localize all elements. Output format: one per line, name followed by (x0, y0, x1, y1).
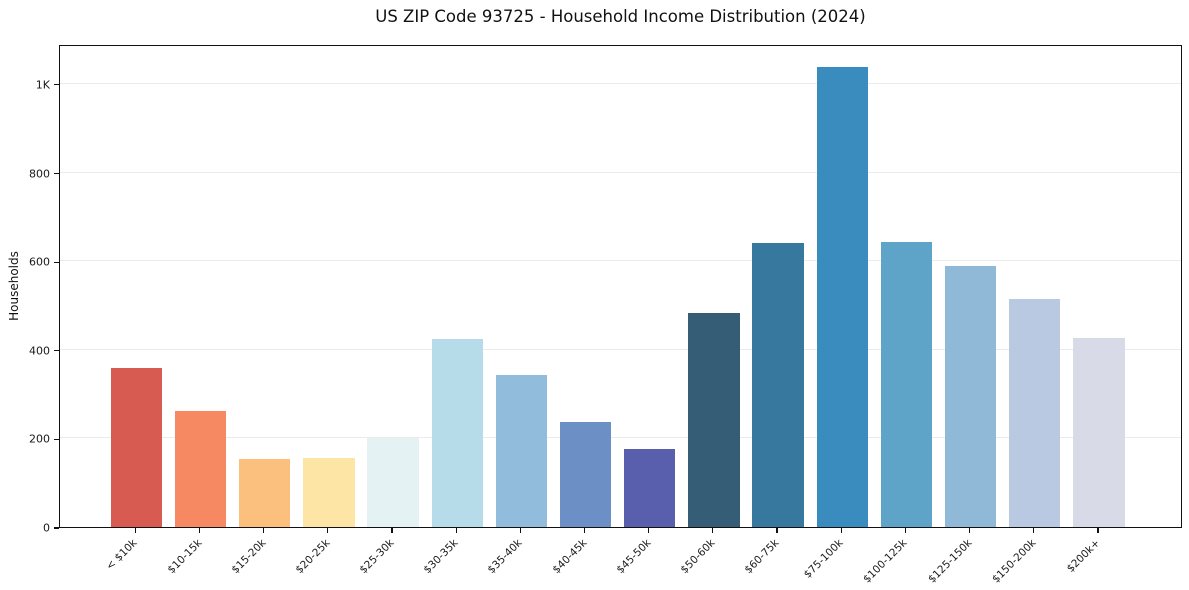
y-tick-label: 200 (29, 432, 50, 446)
y-tick-label: 600 (29, 255, 50, 269)
x-tick (327, 528, 329, 533)
bar-$200k+ (1073, 337, 1125, 527)
bar-$45-50k (624, 449, 676, 527)
bar-$15-20k (239, 458, 291, 527)
y-tick (54, 172, 59, 175)
x-tick (1097, 528, 1099, 533)
bar-$60-75k (752, 243, 804, 527)
y-tick-label: 1K (35, 78, 50, 92)
bar-$40-45k (559, 421, 612, 527)
x-tick-label: < $10k (104, 537, 140, 573)
y-tick (54, 261, 59, 263)
bar-$35-40k (495, 375, 548, 527)
bar-$20-25k (303, 457, 355, 527)
plot-area (59, 45, 1182, 528)
gridline (60, 437, 1181, 439)
x-tick (134, 528, 136, 533)
gridline (60, 171, 1181, 173)
x-tick (1033, 528, 1035, 533)
bar-$150-200k (1009, 298, 1061, 527)
bar-< $10k (110, 368, 163, 527)
chart-title: US ZIP Code 93725 - Household Income Dis… (375, 7, 866, 26)
x-tick (648, 528, 650, 533)
bar-$100-125k (880, 242, 933, 527)
bar-$30-35k (431, 338, 483, 527)
x-tick (968, 528, 971, 533)
y-tick (54, 350, 59, 352)
y-tick (54, 527, 59, 529)
x-tick (904, 528, 906, 533)
gridline (60, 260, 1181, 262)
y-tick-label: 0 (43, 521, 50, 535)
gridline (60, 348, 1181, 350)
x-tick (840, 528, 842, 533)
bar-$50-60k (688, 313, 740, 527)
gridline (60, 82, 1181, 84)
bar-$75-100k (816, 67, 868, 527)
x-tick (776, 528, 778, 533)
y-tick (54, 438, 59, 440)
x-tick (583, 528, 586, 533)
x-tick (455, 528, 457, 533)
x-tick (519, 528, 521, 533)
y-tick (54, 84, 59, 86)
x-tick (391, 528, 393, 533)
x-tick (263, 528, 265, 533)
y-tick-label: 400 (29, 344, 50, 358)
x-tick (712, 528, 714, 533)
bar-$25-30k (367, 438, 419, 527)
y-tick-label: 800 (29, 167, 50, 180)
bar-$125-150k (944, 265, 997, 527)
bar-$10-15k (174, 411, 227, 527)
x-tick (198, 528, 201, 533)
